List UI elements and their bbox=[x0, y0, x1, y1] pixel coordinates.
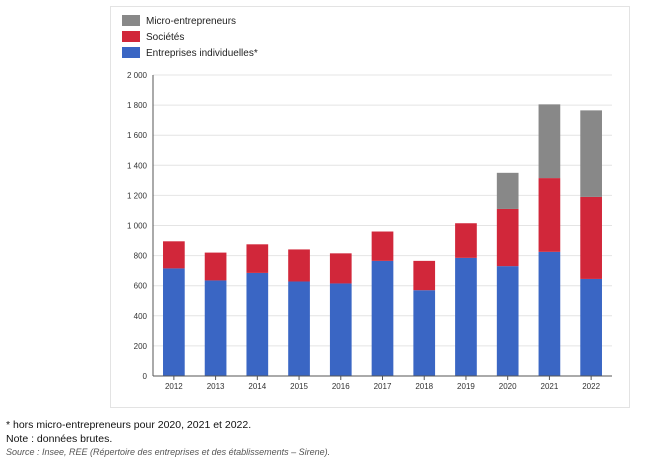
x-tick-label: 2019 bbox=[457, 382, 475, 391]
x-tick-label: 2022 bbox=[582, 382, 600, 391]
source-line: Source : Insee, REE (Répertoire des entr… bbox=[6, 447, 331, 457]
x-tick-label: 2013 bbox=[207, 382, 225, 391]
y-tick-label: 1 600 bbox=[127, 131, 148, 140]
bar-segment bbox=[204, 280, 227, 376]
x-tick-label: 2020 bbox=[499, 382, 517, 391]
bar-segment bbox=[580, 196, 602, 279]
bar-segment bbox=[288, 281, 310, 376]
bar-segment bbox=[538, 178, 561, 252]
legend: Micro-entrepreneurs Sociétés Entreprises i… bbox=[122, 15, 258, 59]
bar-segment bbox=[204, 252, 227, 281]
footnote-note: Note : données brutes. bbox=[6, 433, 113, 445]
y-tick-label: 400 bbox=[134, 312, 148, 321]
bar-segment bbox=[163, 241, 185, 269]
x-tick-label: 2021 bbox=[541, 382, 559, 391]
legend-swatch bbox=[122, 47, 140, 58]
bar-segment bbox=[163, 268, 185, 376]
y-tick-label: 1 000 bbox=[127, 222, 148, 231]
bar-segment bbox=[496, 208, 519, 267]
bar-segment bbox=[246, 272, 269, 376]
x-tick-label: 2017 bbox=[374, 382, 392, 391]
bar-segment bbox=[496, 266, 519, 376]
legend-swatch bbox=[122, 15, 140, 26]
bar-segment bbox=[496, 172, 519, 209]
bar-segment bbox=[288, 249, 310, 282]
y-axis-tick-labels: 0 200 400 600 800 1 000 1 200 1 400 1 600 1 800 2 … bbox=[127, 71, 148, 381]
bar-segment bbox=[538, 251, 561, 376]
bar-segment bbox=[413, 260, 436, 291]
y-tick-label: 1 200 bbox=[127, 191, 148, 200]
chart-notes: * hors micro-entrepreneurs pour 2020, 20… bbox=[6, 418, 636, 459]
y-tick-label: 2 000 bbox=[127, 71, 148, 80]
bar-segment bbox=[329, 253, 352, 284]
legend-label: Micro-entrepreneurs bbox=[146, 16, 236, 27]
bar-segment bbox=[371, 231, 394, 261]
bar-segment bbox=[455, 257, 477, 376]
x-tick-label: 2016 bbox=[332, 382, 350, 391]
bar-segment bbox=[413, 290, 436, 376]
legend-label: Entreprises individuelles* bbox=[146, 48, 258, 59]
x-tick-label: 2012 bbox=[165, 382, 183, 391]
bar-segment bbox=[580, 110, 602, 197]
stacked-bar-chart: 0 200 400 600 800 1 000 1 200 1 400 1 600 1 800 2 … bbox=[122, 15, 612, 391]
bar-segment bbox=[329, 283, 352, 376]
y-tick-label: 200 bbox=[134, 342, 148, 351]
y-tick-label: 1 800 bbox=[127, 101, 148, 110]
bar-segment bbox=[538, 104, 561, 179]
bars bbox=[163, 104, 602, 376]
bar-segment bbox=[246, 244, 269, 273]
legend-swatch bbox=[122, 31, 140, 42]
grid-lines bbox=[153, 74, 612, 347]
x-axis-tick-labels: 2012 2013 2014 2015 2016 2017 2018 2019 2020 2021… bbox=[165, 376, 601, 391]
x-tick-label: 2015 bbox=[290, 382, 308, 391]
footnote-asterisk: * hors micro-entrepreneurs pour 2020, 20… bbox=[6, 419, 252, 431]
y-tick-label: 0 bbox=[143, 372, 148, 381]
axes bbox=[152, 75, 612, 377]
bar-segment bbox=[455, 223, 477, 258]
x-tick-label: 2014 bbox=[248, 382, 266, 391]
bar-segment bbox=[371, 260, 394, 376]
y-tick-label: 600 bbox=[134, 282, 148, 291]
x-tick-label: 2018 bbox=[415, 382, 433, 391]
y-tick-label: 1 400 bbox=[127, 161, 148, 170]
legend-label: Sociétés bbox=[146, 32, 184, 43]
y-tick-label: 800 bbox=[134, 252, 148, 261]
bar-segment bbox=[580, 278, 602, 376]
